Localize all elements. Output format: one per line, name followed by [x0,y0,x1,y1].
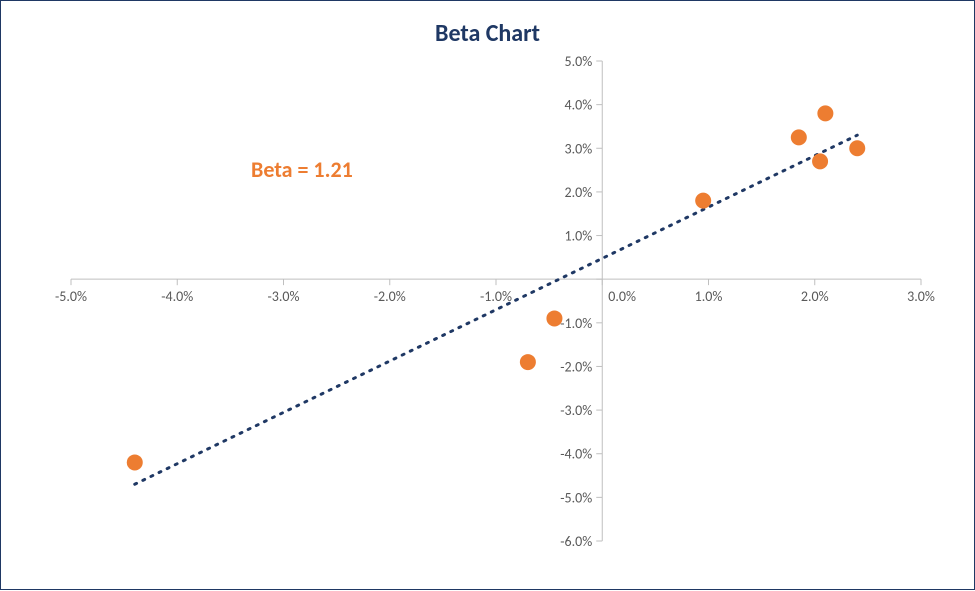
y-tick-label: 3.0% [565,140,593,157]
y-tick-label: -1.0% [560,315,592,332]
x-tick-label: 1.0% [695,288,723,305]
data-point [812,153,828,169]
chart-frame: Beta Chart Beta = 1.21 -5.0%-4.0%-3.0%-2… [0,0,975,590]
data-point [695,193,711,209]
data-point [546,310,562,326]
y-tick-label: -2.0% [560,358,592,375]
beta-scatter-chart: -5.0% -4.0% -3.0% -2.0% -1.0% 0.0% 1.0% 2.0% 3.0… [1,1,975,591]
x-tick-label: -5.0% [55,288,87,305]
x-tick-label: -3.0% [267,288,299,305]
trendline [135,135,858,484]
x-tick-label: -1.0% [480,288,512,305]
y-tick-label: 1.0% [565,228,593,245]
y-tick-label: 2.0% [565,184,593,201]
y-tick-label: -3.0% [560,402,592,419]
y-tick-label: -6.0% [560,533,592,550]
x-tick-label: 0.0% [608,288,636,305]
data-point [817,105,833,121]
data-point [849,140,865,156]
x-tick-label: -4.0% [161,288,193,305]
data-point [791,129,807,145]
data-point [520,354,536,370]
data-point [127,454,143,470]
y-tick-label: 4.0% [565,97,593,114]
y-tick-label: -5.0% [560,489,592,506]
y-tick-label: -4.0% [560,446,592,463]
y-tick-label: 5.0% [565,53,593,70]
x-tick-label: 3.0% [907,288,935,305]
x-tick-label: 2.0% [801,288,829,305]
x-tick-label: -2.0% [374,288,406,305]
